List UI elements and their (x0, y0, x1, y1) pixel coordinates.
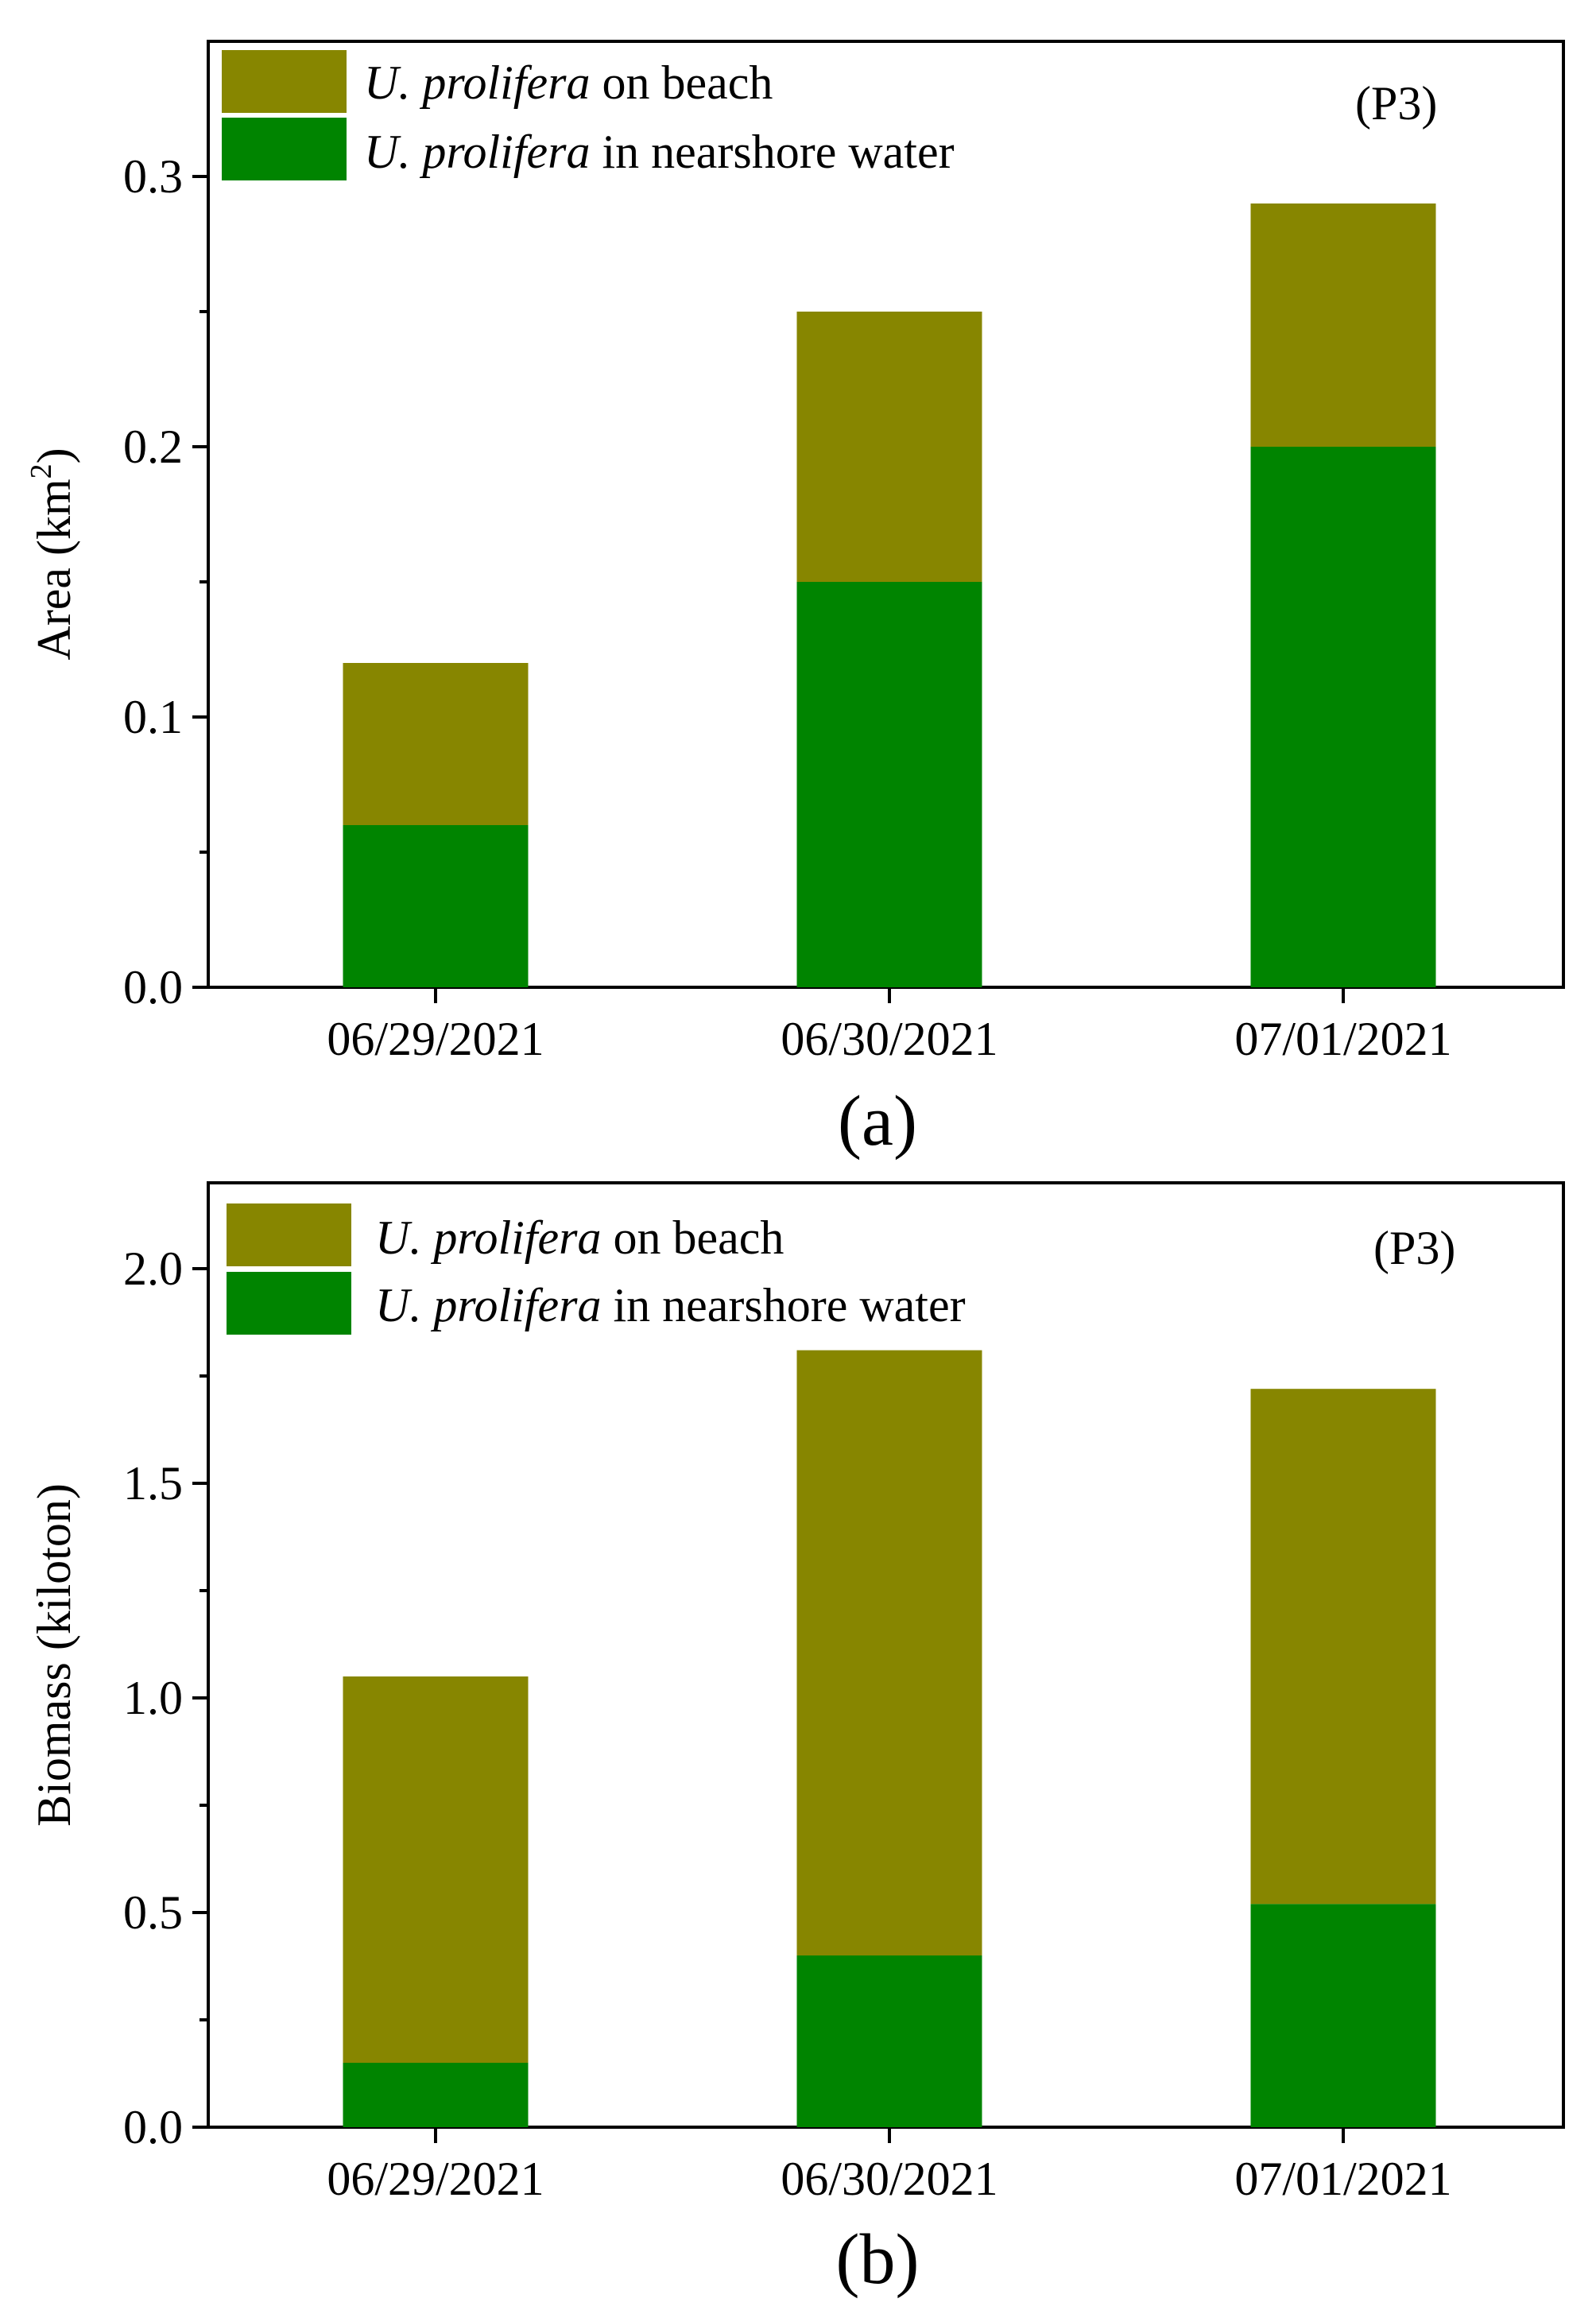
y-tick-label: 0.3 (123, 150, 183, 203)
y-tick-label: 0.5 (123, 1886, 183, 1939)
bars (343, 1350, 1436, 2127)
site-label: (P3) (1355, 77, 1437, 130)
legend-swatch-beach (222, 50, 347, 113)
legend: U. prolifera on beach U. prolifera in ne… (227, 1203, 966, 1335)
bars (343, 203, 1436, 987)
legend-label-beach-rest: on beach (602, 56, 773, 109)
bar-beach-3 (1250, 203, 1436, 447)
x-tick-label: 07/01/2021 (1234, 2153, 1451, 2205)
site-label: (P3) (1373, 1222, 1455, 1274)
panel-label: (a) (838, 1082, 917, 1161)
legend-label-beach: U. prolifera on beach (364, 56, 773, 109)
y-axis-title: Biomass (kiloton) (28, 1483, 80, 1827)
y-axis-title-sup: 2 (25, 463, 58, 479)
legend-label-water-italic: U. prolifera (375, 1279, 601, 1331)
y-axis: 0.0 0.1 0.2 0.3 (123, 150, 208, 1014)
y-axis: 0.0 0.5 1.0 1.5 2.0 (123, 1242, 208, 2153)
bar-beach-1 (343, 1676, 529, 2063)
bar-beach-2 (796, 1350, 982, 1955)
y-tick-label: 0.1 (123, 691, 183, 743)
x-tick-label: 06/29/2021 (327, 1013, 544, 1065)
x-tick-label: 06/30/2021 (781, 2153, 998, 2205)
x-tick-label: 06/29/2021 (327, 2153, 544, 2205)
x-tick-label: 07/01/2021 (1234, 1013, 1451, 1065)
y-tick-label: 1.5 (123, 1457, 183, 1510)
x-tick-label: 06/30/2021 (781, 1013, 998, 1065)
legend-label-water-italic: U. prolifera (364, 126, 590, 178)
y-axis-title-end: ) (28, 448, 80, 463)
bar-water-1 (343, 825, 529, 987)
x-axis: 06/29/2021 06/30/2021 07/01/2021 (327, 987, 1452, 1065)
legend-label-beach-rest: on beach (613, 1211, 784, 1264)
legend-label-beach-italic: U. prolifera (364, 56, 590, 109)
legend-label-beach-italic: U. prolifera (375, 1211, 601, 1264)
y-axis-title: Area (km2) (25, 448, 80, 660)
bar-water-3 (1250, 447, 1436, 987)
legend-label-water: U. prolifera in nearshore water (364, 126, 955, 178)
legend-swatch-water (227, 1272, 351, 1335)
y-tick-label: 2.0 (123, 1242, 183, 1295)
bar-water-3 (1250, 1904, 1436, 2127)
y-tick-label: 0.0 (123, 2101, 183, 2153)
legend: U. prolifera on beach U. prolifera in ne… (222, 50, 955, 180)
legend-swatch-water (222, 118, 347, 180)
y-tick-label: 1.0 (123, 1672, 183, 1724)
bar-beach-1 (343, 663, 529, 825)
chart-area: 0.0 0.5 1.0 1.5 2.0 06/29/2021 06/30/2021 07/0… (28, 1181, 1565, 2299)
bar-beach-3 (1250, 1389, 1436, 1905)
bar-water-2 (796, 1955, 982, 2127)
bar-water-1 (343, 2063, 529, 2127)
x-axis: 06/29/2021 06/30/2021 07/01/2021 (327, 2127, 1452, 2205)
panel-label: (b) (836, 2220, 920, 2299)
legend-label-water: U. prolifera in nearshore water (375, 1279, 966, 1331)
chart-area: 0.0 0.1 0.2 0.3 06/29/2021 06/30/2021 07/01/2… (25, 40, 1565, 1161)
y-tick-label: 0.2 (123, 421, 183, 473)
y-axis-title-main: Area (km (28, 479, 80, 660)
legend-label-beach: U. prolifera on beach (375, 1211, 784, 1264)
bar-beach-2 (796, 312, 982, 582)
bar-water-2 (796, 582, 982, 987)
legend-swatch-beach (227, 1203, 351, 1266)
legend-label-water-rest: in nearshore water (602, 126, 954, 178)
legend-label-water-rest: in nearshore water (613, 1279, 965, 1331)
y-tick-label: 0.0 (123, 961, 183, 1014)
